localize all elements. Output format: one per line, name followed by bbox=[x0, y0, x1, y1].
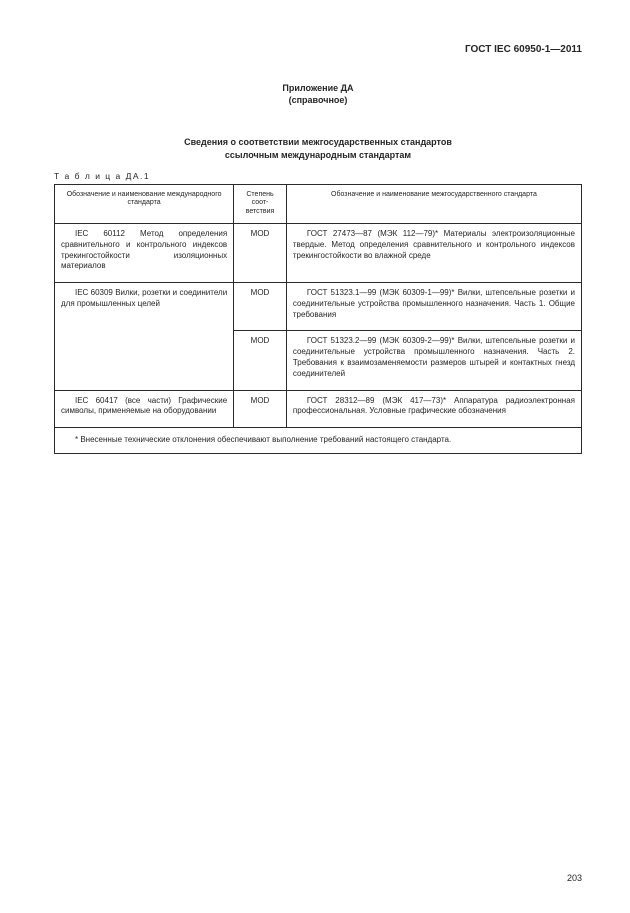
cell-international-standard: IEC 60309 Вилки, розетки и со­единители … bbox=[55, 283, 234, 391]
document-id: ГОСТ IEC 60950-1—2011 bbox=[54, 44, 582, 55]
appendix-heading: Приложение ДА (справочное) bbox=[54, 83, 582, 106]
cell-interstate-standard: ГОСТ 51323.1—99 (МЭК 60309-1—99)* Вилки,… bbox=[286, 283, 581, 331]
cell-conformity-degree: MOD bbox=[234, 223, 287, 282]
table-row: IEC 60112 Метод определения сравнительно… bbox=[55, 223, 582, 282]
table-row: IEC 60417 (все части) Графичес­кие симво… bbox=[55, 390, 582, 428]
title-line2: ссылочным международным стандартам bbox=[225, 150, 411, 160]
appendix-line2: (справочное) bbox=[289, 95, 348, 105]
table-row: IEC 60309 Вилки, розетки и со­единители … bbox=[55, 283, 582, 331]
cell-conformity-degree: MOD bbox=[234, 283, 287, 331]
header-col1: Обозначение и наименование международног… bbox=[55, 184, 234, 223]
table-label: Т а б л и ц а ДА.1 bbox=[54, 171, 582, 181]
page-number: 203 bbox=[567, 873, 582, 883]
table-header-row: Обозначение и наименование международног… bbox=[55, 184, 582, 223]
table-footnote-row: * Внесенные технические отклонения обесп… bbox=[55, 428, 582, 454]
cell-interstate-standard: ГОСТ 28312—89 (МЭК 417—73)* Аппаратура р… bbox=[286, 390, 581, 428]
header-col3: Обозначение и наименование межгосударств… bbox=[286, 184, 581, 223]
cell-interstate-standard: ГОСТ 51323.2—99 (МЭК 60309-2—99)* Вилки,… bbox=[286, 331, 581, 390]
standards-table: Обозначение и наименование международног… bbox=[54, 184, 582, 454]
cell-conformity-degree: MOD bbox=[234, 331, 287, 390]
cell-conformity-degree: MOD bbox=[234, 390, 287, 428]
section-title: Сведения о соответствии межгосударственн… bbox=[54, 136, 582, 160]
cell-international-standard: IEC 60112 Метод определения сравнительно… bbox=[55, 223, 234, 282]
table-footnote: * Внесенные технические отклонения обесп… bbox=[55, 428, 582, 454]
cell-interstate-standard: ГОСТ 27473—87 (МЭК 112—79)* Материалы эл… bbox=[286, 223, 581, 282]
title-line1: Сведения о соответствии межгосударственн… bbox=[184, 137, 452, 147]
header-col2: Степень соот- ветствия bbox=[234, 184, 287, 223]
appendix-line1: Приложение ДА bbox=[282, 83, 353, 93]
cell-international-standard: IEC 60417 (все части) Графичес­кие симво… bbox=[55, 390, 234, 428]
